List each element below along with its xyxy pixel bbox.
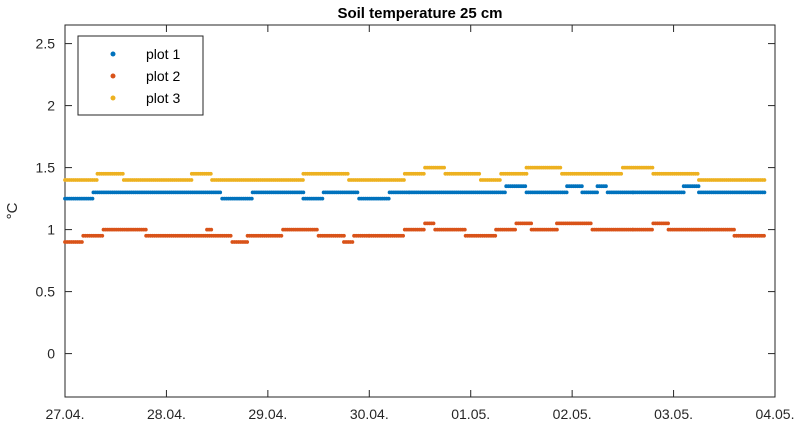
data-point — [650, 165, 655, 170]
data-point — [681, 190, 686, 195]
data-point — [431, 221, 436, 226]
x-tick-label: 28.04. — [147, 406, 186, 422]
data-point — [497, 178, 502, 182]
data-point — [493, 233, 498, 238]
data-point — [732, 227, 736, 232]
data-point — [595, 190, 599, 195]
data-point — [588, 221, 593, 226]
y-tick-label: 2.5 — [36, 36, 56, 52]
legend: plot 1 plot 2 plot 3 — [77, 35, 204, 116]
y-tick-label: 2 — [47, 98, 55, 114]
data-point — [564, 190, 569, 195]
data-point — [666, 221, 670, 226]
x-tick-label: 03.05. — [654, 406, 693, 422]
data-point — [421, 171, 426, 176]
legend-label: plot 3 — [146, 90, 180, 106]
data-point — [345, 171, 350, 176]
legend-box — [77, 35, 204, 116]
x-tick-label: 04.05. — [756, 406, 795, 422]
data-point — [503, 190, 507, 195]
legend-marker — [110, 51, 116, 57]
data-point — [762, 233, 766, 238]
legend-label: plot 1 — [146, 46, 180, 62]
series-2 — [63, 221, 766, 244]
x-tick-label: 01.05. — [451, 406, 490, 422]
data-point — [342, 233, 346, 238]
data-point — [100, 233, 105, 238]
x-tick-label: 29.04. — [248, 406, 287, 422]
data-point — [762, 190, 767, 195]
data-point — [579, 184, 584, 189]
data-point — [355, 190, 360, 195]
legend-marker — [110, 95, 116, 101]
data-point — [421, 227, 426, 232]
data-point — [314, 227, 319, 232]
data-point — [80, 240, 84, 244]
data-point — [189, 178, 194, 182]
x-tick-label: 27.04. — [46, 406, 85, 422]
data-point — [94, 178, 99, 182]
data-point — [90, 196, 95, 201]
y-tick-label: 0 — [47, 346, 55, 362]
data-point — [401, 233, 405, 238]
data-point — [619, 171, 624, 176]
data-point — [695, 171, 700, 176]
data-point — [604, 184, 608, 189]
data-point — [209, 227, 214, 232]
data-point — [218, 190, 223, 195]
y-axis-label: °C — [4, 202, 21, 219]
data-point — [558, 165, 563, 170]
data-point — [402, 178, 406, 182]
series-1 — [63, 184, 767, 201]
data-point — [523, 184, 528, 189]
data-point — [462, 227, 467, 232]
data-point — [350, 240, 355, 244]
series-layer — [63, 165, 767, 244]
data-point — [301, 190, 306, 195]
data-point — [513, 227, 517, 232]
chart-title: Soil temperature 25 cm — [337, 5, 502, 22]
data-point — [650, 227, 654, 232]
data-point — [208, 171, 213, 176]
data-point — [477, 171, 482, 176]
y-tick-label: 1 — [47, 222, 55, 238]
data-point — [529, 221, 534, 226]
data-point — [120, 171, 125, 176]
data-point — [442, 165, 446, 170]
y-tick-label: 1.5 — [36, 160, 56, 176]
data-point — [320, 196, 325, 201]
legend-marker — [110, 73, 116, 79]
data-point — [228, 233, 233, 238]
data-point — [555, 227, 559, 232]
data-point — [524, 171, 529, 176]
x-axis: 27.04. 28.04. 29.04. 30.04. 01.05. 02.05. 03.0… — [46, 25, 795, 422]
data-point — [696, 184, 701, 189]
data-point — [762, 178, 767, 182]
data-point — [301, 178, 305, 182]
x-tick-label: 30.04. — [350, 406, 389, 422]
series-3 — [63, 165, 767, 182]
y-tick-label: 0.5 — [36, 284, 56, 300]
data-point — [143, 227, 148, 232]
legend-label: plot 2 — [146, 68, 180, 84]
data-point — [386, 196, 391, 201]
x-tick-label: 02.05. — [553, 406, 592, 422]
data-point — [279, 233, 284, 238]
data-point — [249, 196, 254, 201]
y-axis: 0 0.5 1 1.5 2 2.5 — [36, 36, 775, 362]
data-point — [245, 240, 250, 244]
